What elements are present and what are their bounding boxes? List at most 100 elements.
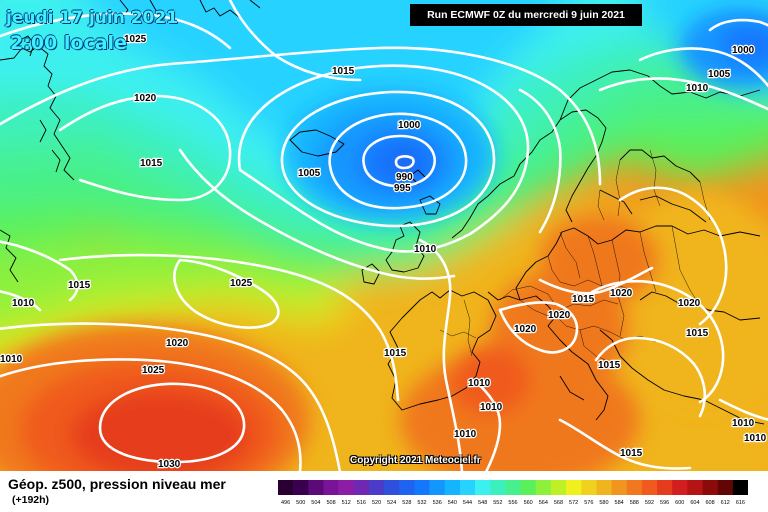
scale-tick-label: 548 — [478, 500, 487, 506]
isobar-label: 1020 — [548, 310, 571, 321]
isobar-label: 1010 — [686, 83, 709, 94]
scale-tick-label: 512 — [342, 500, 351, 506]
geopotential-field — [0, 0, 768, 471]
scale-swatch — [293, 480, 309, 495]
scale-swatch — [308, 480, 324, 495]
isobar-label: 1000 — [732, 45, 755, 56]
isobar-1030 — [98, 382, 246, 464]
isobar-1025-ne — [228, 0, 362, 82]
isobar-label: 1015 — [384, 348, 407, 359]
isobar-label: 1010 — [744, 433, 767, 444]
coastlines — [0, 0, 765, 425]
scale-tick-label: 608 — [706, 500, 715, 506]
isobar-label: 1005 — [298, 168, 321, 179]
scale-swatch — [429, 480, 446, 495]
scale-swatch — [490, 480, 506, 495]
isobar-label: 1015 — [332, 66, 355, 77]
scale-tick-label: 524 — [387, 500, 396, 506]
isobar-1005-ne — [638, 47, 768, 88]
isobar-label: 1010 — [12, 298, 35, 309]
isobar-label: 1015 — [620, 448, 643, 459]
isobar-label: 1020 — [610, 288, 633, 299]
scale-swatch — [732, 480, 748, 495]
color-scale: 496 500 504 508 512 516 520 524 528 532 536 540 544 5… — [278, 480, 748, 506]
isobar-1005-a — [280, 90, 496, 228]
scale-tick-label: 576 — [584, 500, 593, 506]
isobar-1010-c — [418, 238, 464, 471]
scale-tick-label: 584 — [615, 500, 624, 506]
scale-tick-label: 544 — [463, 500, 472, 506]
isobar-label: 1015 — [140, 158, 163, 169]
isobars — [0, 0, 768, 471]
isobar-label: 1010 — [0, 354, 23, 365]
isobar-1000-ne — [708, 18, 768, 32]
isobar-1010-s — [472, 378, 502, 471]
isobar-label: 995 — [394, 183, 411, 194]
scale-swatch — [399, 480, 415, 495]
isobar-label: 1010 — [732, 418, 755, 429]
isobar-label: 1015 — [598, 360, 621, 371]
scale-tick-label: 600 — [675, 500, 684, 506]
scale-tick-label: 500 — [296, 500, 305, 506]
scale-swatch — [520, 480, 537, 495]
scale-swatch — [338, 480, 355, 495]
scale-swatch — [672, 480, 688, 495]
isobar-label: 1005 — [708, 69, 731, 80]
scale-tick-label: 616 — [736, 500, 745, 506]
isobar-labels: 990 995 1000 1005 1015 1020 1015 1025 10… — [0, 33, 768, 471]
isobar-label: 1000 — [398, 120, 421, 131]
isobar-label: 1025 — [124, 34, 147, 45]
scale-tick-label: 520 — [372, 500, 381, 506]
forecast-date: jeudi 17 juin 2021 — [6, 8, 179, 28]
isobar-1020-a — [58, 94, 232, 202]
scale-tick-label: 504 — [311, 500, 320, 506]
scale-swatch — [278, 480, 294, 495]
scale-swatch — [717, 480, 734, 495]
isobar-label: 1010 — [414, 244, 437, 255]
isobar-label: 1020 — [678, 298, 701, 309]
legend-bar: Géop. z500, pression niveau mer (+192h) … — [0, 471, 768, 512]
isobar-label: 1020 — [166, 338, 189, 349]
forecast-time: 2:00 locale — [10, 32, 127, 54]
scale-tick-label: 560 — [524, 500, 533, 506]
scale-swatch — [323, 480, 339, 495]
scale-swatch — [475, 480, 491, 495]
isobar-1015-e — [594, 336, 707, 418]
isobar-1000 — [328, 112, 468, 210]
scale-tick-label: 580 — [599, 500, 608, 506]
scale-tick-label: 572 — [569, 500, 578, 506]
scale-swatch — [384, 480, 400, 495]
isobar-label: 1015 — [68, 280, 91, 291]
scale-tick-label: 568 — [554, 500, 563, 506]
legend-title: Géop. z500, pression niveau mer — [8, 476, 226, 492]
isobar-label: 1020 — [514, 324, 537, 335]
scale-tick-label: 532 — [417, 500, 426, 506]
isobar-990 — [394, 155, 415, 170]
scale-swatch — [535, 480, 552, 495]
scale-swatch — [581, 480, 597, 495]
isobar-label: 1025 — [230, 278, 253, 289]
isobar-1025-low — [0, 358, 302, 471]
isobar-1010-ne — [598, 77, 768, 111]
isobar-1015-se — [558, 418, 692, 470]
isobar-1010-se — [718, 398, 768, 421]
isobar-1025-mid — [173, 258, 280, 329]
isobar-995 — [362, 134, 436, 188]
scale-tick-label: 516 — [357, 500, 366, 506]
scale-swatch — [641, 480, 658, 495]
isobar-label: 1030 — [158, 459, 181, 470]
scale-tick-label: 588 — [630, 500, 639, 506]
copyright-notice: Copyright 2021 Meteociel.fr — [350, 455, 481, 466]
isobar-1010-w — [0, 290, 42, 312]
scale-swatch — [611, 480, 628, 495]
scale-swatch — [368, 480, 385, 495]
scale-swatch — [687, 480, 703, 495]
isobar-label: 1010 — [454, 429, 477, 440]
isobar-label: 1015 — [572, 294, 595, 305]
scale-tick-label: 604 — [690, 500, 699, 506]
scale-tick-label: 540 — [448, 500, 457, 506]
isobar-1020-c — [498, 301, 579, 354]
scale-swatch — [566, 480, 582, 495]
scale-swatch — [657, 480, 673, 495]
isobar-1015-mid — [58, 253, 400, 402]
